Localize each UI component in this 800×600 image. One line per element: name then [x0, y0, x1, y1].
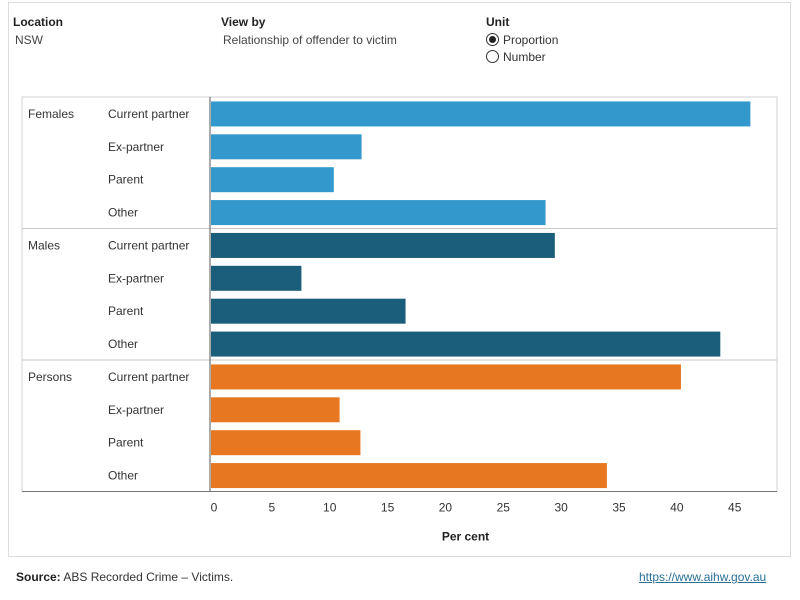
- category-label-current-partner: Current partner: [108, 370, 189, 384]
- unit-option-proportion-label: Proportion: [503, 32, 559, 47]
- category-label-ex-partner: Ex-partner: [108, 140, 164, 154]
- unit-option-proportion[interactable]: Proportion: [486, 31, 558, 48]
- category-label-other: Other: [108, 206, 138, 220]
- bar-females-ex-partner: [211, 134, 362, 160]
- aihw-link[interactable]: https://www.aihw.gov.au: [639, 570, 766, 584]
- location-filter[interactable]: Location NSW: [13, 15, 63, 47]
- radio-unchecked-icon[interactable]: [486, 50, 499, 63]
- bar-males-other: [211, 331, 721, 357]
- unit-filter: Unit Proportion Number: [486, 15, 558, 65]
- x-tick-label: 15: [381, 501, 395, 515]
- x-tick-label: 25: [497, 501, 511, 515]
- bar-persons-other: [211, 463, 607, 489]
- category-label-other: Other: [108, 469, 138, 483]
- category-label-other: Other: [108, 337, 138, 351]
- bar-persons-ex-partner: [211, 397, 340, 423]
- x-tick-label: 5: [269, 501, 276, 515]
- x-axis-title: Per cent: [442, 530, 489, 544]
- bar-males-current-partner: [211, 232, 555, 258]
- group-label-males: Males: [28, 239, 60, 253]
- x-tick-label: 45: [728, 501, 742, 515]
- radio-checked-icon[interactable]: [486, 33, 499, 46]
- source-note: Source: ABS Recorded Crime – Victims.: [16, 570, 233, 584]
- category-label-current-partner: Current partner: [108, 107, 189, 121]
- category-label-parent: Parent: [108, 173, 144, 187]
- unit-option-number[interactable]: Number: [486, 48, 558, 65]
- bar-persons-parent: [211, 430, 361, 456]
- plot-frame: [21, 96, 778, 492]
- location-label: Location: [13, 15, 63, 29]
- x-tick-label: 40: [670, 501, 684, 515]
- view-by-filter[interactable]: View by Relationship of offender to vict…: [221, 15, 397, 47]
- category-label-ex-partner: Ex-partner: [108, 403, 164, 417]
- bar-females-current-partner: [211, 101, 751, 127]
- x-tick-label: 20: [439, 501, 453, 515]
- x-tick-label: 0: [211, 501, 218, 515]
- bar-females-parent: [211, 167, 334, 193]
- bar-males-parent: [211, 298, 406, 324]
- source-text: ABS Recorded Crime – Victims.: [60, 570, 234, 584]
- source-label: Source:: [16, 570, 61, 584]
- category-label-parent: Parent: [108, 436, 144, 450]
- group-label-persons: Persons: [28, 370, 72, 384]
- unit-label: Unit: [486, 15, 510, 29]
- x-tick-label: 35: [612, 501, 626, 515]
- x-tick-label: 30: [554, 501, 568, 515]
- x-tick-label: 10: [323, 501, 337, 515]
- unit-option-number-label: Number: [503, 49, 546, 64]
- group-label-females: Females: [28, 107, 74, 121]
- view-by-label: View by: [221, 15, 266, 29]
- bar-males-ex-partner: [211, 265, 302, 291]
- category-label-current-partner: Current partner: [108, 238, 189, 252]
- location-value[interactable]: NSW: [15, 33, 43, 47]
- aihw-link-text[interactable]: https://www.aihw.gov.au: [639, 570, 767, 584]
- bar-females-other: [211, 200, 546, 226]
- category-label-parent: Parent: [108, 304, 144, 318]
- view-by-value[interactable]: Relationship of offender to victim: [223, 33, 397, 47]
- bar-persons-current-partner: [211, 364, 681, 390]
- category-label-ex-partner: Ex-partner: [108, 271, 164, 285]
